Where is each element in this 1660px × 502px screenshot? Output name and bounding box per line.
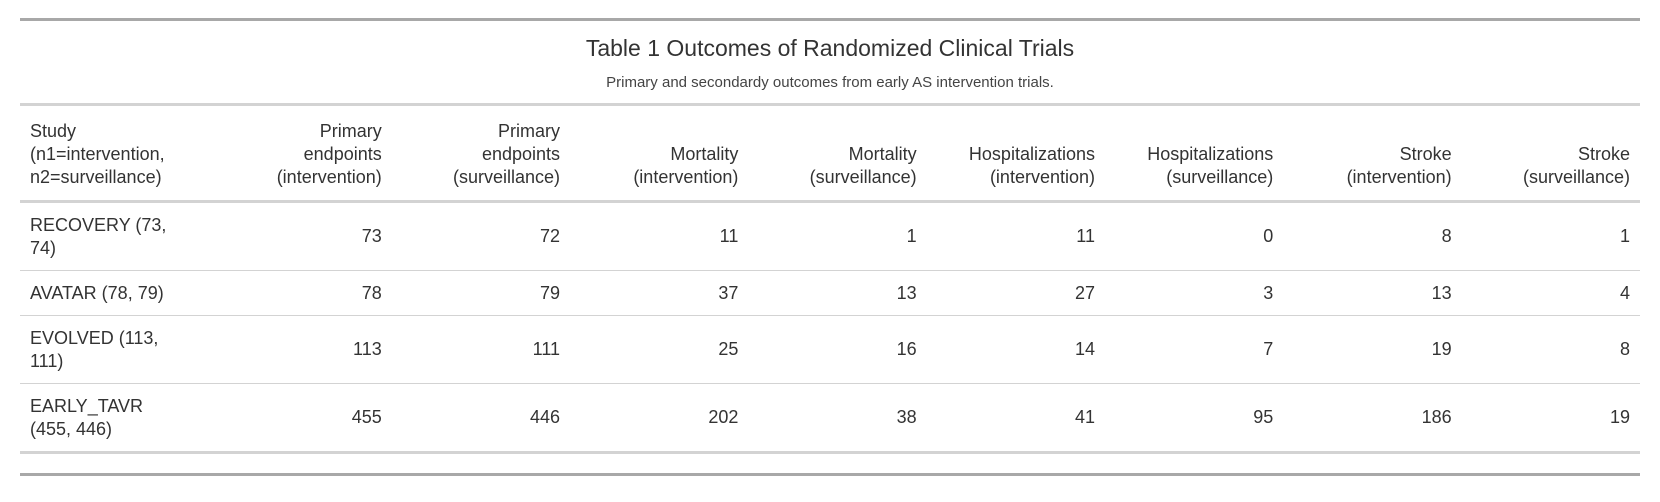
table-cell: 113 bbox=[213, 315, 392, 384]
header-rule bbox=[20, 103, 1640, 106]
study-cell: EVOLVED (113, 111) bbox=[20, 315, 214, 384]
table-row: AVATAR (78, 79) 78 79 37 13 27 3 13 4 bbox=[20, 270, 1640, 316]
table-title: Table 1 Outcomes of Randomized Clinical … bbox=[585, 35, 1075, 61]
table-cell: 27 bbox=[926, 270, 1105, 316]
table-cell: 16 bbox=[748, 315, 927, 384]
table-cell: 19 bbox=[1283, 315, 1462, 384]
table-cell: 8 bbox=[1461, 315, 1640, 384]
table-cell: 19 bbox=[1461, 383, 1640, 454]
table-cell: 186 bbox=[1283, 383, 1462, 454]
header-row: Study (n1=intervention, n2=surveillance)… bbox=[20, 106, 1640, 203]
table-row: RECOVERY (73, 74) 73 72 11 1 11 0 8 1 bbox=[20, 201, 1640, 271]
table-cell: 79 bbox=[391, 270, 571, 316]
table-cell: 202 bbox=[570, 383, 749, 454]
column-header-mortality-surveillance: Mortality (surveillance) bbox=[748, 106, 927, 203]
column-header-primary-surveillance: Primary endpoints (surveillance) bbox=[391, 106, 571, 203]
table-cell: 8 bbox=[1283, 201, 1462, 271]
table-cell: 11 bbox=[570, 201, 749, 271]
table-cell: 41 bbox=[926, 383, 1105, 454]
column-header-hospitalizations-surveillance: Hospitalizations (surveillance) bbox=[1104, 106, 1284, 203]
table-cell: 11 bbox=[926, 201, 1105, 271]
table-cell: 446 bbox=[391, 383, 571, 454]
table-row: EVOLVED (113, 111) 113 111 25 16 14 7 19… bbox=[20, 315, 1640, 384]
column-header-hospitalizations-intervention: Hospitalizations (intervention) bbox=[926, 106, 1105, 203]
outcomes-table: Study (n1=intervention, n2=surveillance)… bbox=[20, 106, 1640, 454]
bottom-rule bbox=[20, 473, 1640, 476]
table-cell: 95 bbox=[1104, 383, 1284, 454]
table-subtitle: Primary and secondardy outcomes from ear… bbox=[606, 74, 1054, 91]
table-cell: 25 bbox=[570, 315, 749, 384]
table-cell: 1 bbox=[1461, 201, 1640, 271]
table-cell: 1 bbox=[748, 201, 927, 271]
table-cell: 455 bbox=[213, 383, 392, 454]
table-cell: 0 bbox=[1104, 201, 1284, 271]
column-header-primary-intervention: Primary endpoints (intervention) bbox=[213, 106, 392, 203]
table-cell: 13 bbox=[748, 270, 927, 316]
table-cell: 38 bbox=[748, 383, 927, 454]
table-cell: 13 bbox=[1283, 270, 1462, 316]
column-header-study: Study (n1=intervention, n2=surveillance) bbox=[20, 106, 214, 203]
study-cell: RECOVERY (73, 74) bbox=[20, 201, 214, 271]
table-cell: 72 bbox=[391, 201, 571, 271]
table-cell: 111 bbox=[391, 315, 571, 384]
table-cell: 73 bbox=[213, 201, 392, 271]
table-row: EARLY_TAVR (455, 446) 455 446 202 38 41 … bbox=[20, 383, 1640, 454]
column-header-mortality-intervention: Mortality (intervention) bbox=[570, 106, 749, 203]
table-cell: 14 bbox=[926, 315, 1105, 384]
table-cell: 78 bbox=[213, 270, 392, 316]
study-cell: EARLY_TAVR (455, 446) bbox=[20, 383, 214, 454]
column-header-stroke-surveillance: Stroke (surveillance) bbox=[1461, 106, 1640, 203]
table-cell: 37 bbox=[570, 270, 749, 316]
outcomes-table-container: Table 1 Outcomes of Randomized Clinical … bbox=[20, 18, 1640, 476]
table-cell: 3 bbox=[1104, 270, 1284, 316]
study-cell: AVATAR (78, 79) bbox=[20, 270, 214, 316]
table-cell: 7 bbox=[1104, 315, 1284, 384]
table-cell: 4 bbox=[1461, 270, 1640, 316]
column-header-stroke-intervention: Stroke (intervention) bbox=[1283, 106, 1462, 203]
top-rule bbox=[20, 18, 1640, 21]
